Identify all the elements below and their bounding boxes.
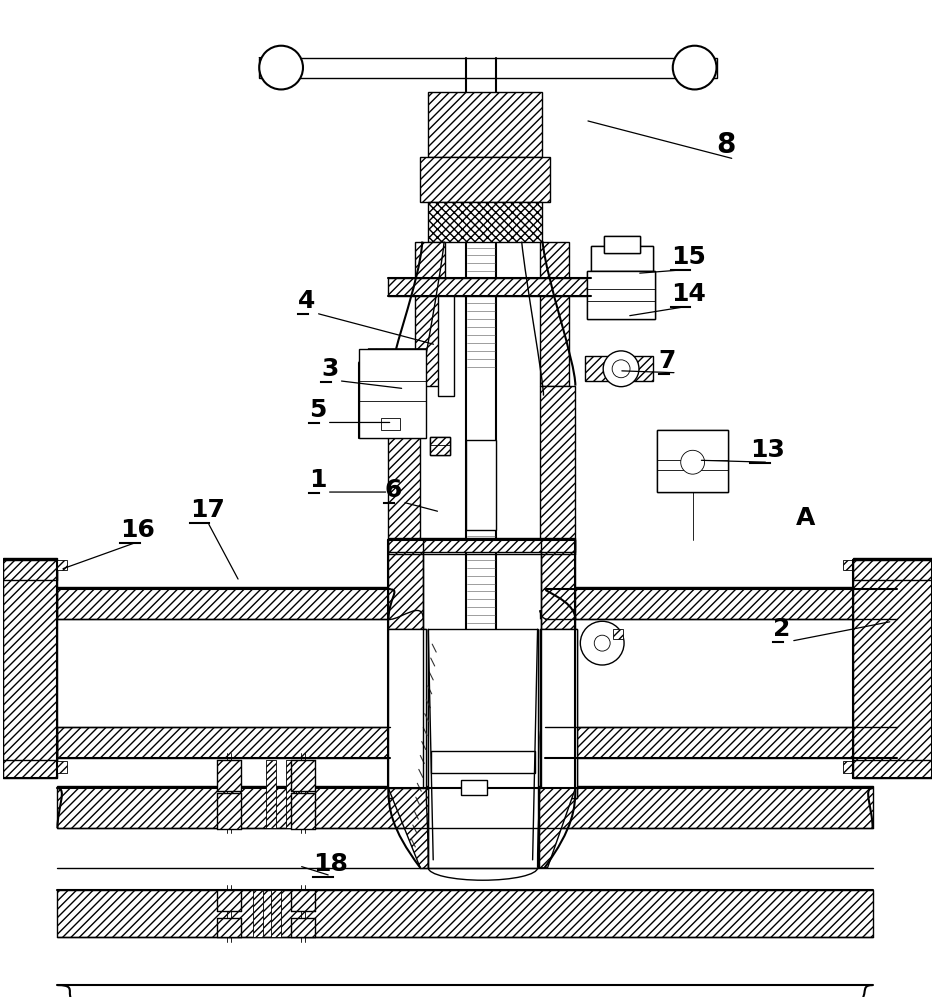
Bar	[466, 440, 496, 530]
Bar	[291, 918, 315, 937]
Bar	[388, 540, 424, 788]
Bar	[428, 202, 541, 242]
Text: 14: 14	[670, 282, 706, 306]
Bar	[3, 580, 57, 760]
Bar	[604, 236, 640, 253]
Circle shape	[681, 450, 705, 474]
Bar	[657, 430, 728, 492]
Text: 18: 18	[313, 852, 348, 876]
Bar	[3, 560, 57, 778]
Text: 6: 6	[384, 478, 402, 502]
Bar	[585, 356, 653, 381]
Bar	[461, 780, 487, 795]
Text: 5: 5	[309, 398, 326, 422]
Circle shape	[603, 351, 639, 387]
Bar	[3, 739, 57, 760]
Bar	[388, 386, 420, 540]
Circle shape	[673, 46, 716, 89]
Text: 8: 8	[716, 131, 736, 159]
Bar	[57, 587, 391, 619]
Bar	[218, 760, 241, 791]
Bar	[587, 271, 654, 319]
Bar	[853, 739, 932, 760]
Bar	[544, 587, 893, 619]
Bar	[461, 780, 487, 795]
Bar	[539, 386, 575, 540]
Bar	[388, 629, 426, 798]
Bar	[853, 558, 932, 580]
Text: 7: 7	[659, 349, 676, 373]
Circle shape	[595, 635, 611, 651]
Bar	[544, 619, 898, 727]
Bar	[286, 760, 296, 828]
Circle shape	[581, 621, 624, 665]
Bar	[253, 890, 264, 937]
Bar	[291, 760, 315, 791]
Bar	[291, 890, 315, 911]
Bar	[430, 437, 450, 455]
Text: 4: 4	[298, 289, 315, 313]
Bar	[218, 890, 241, 911]
Circle shape	[612, 360, 630, 378]
Bar	[539, 629, 577, 798]
Bar	[428, 92, 541, 157]
Bar	[604, 236, 640, 253]
Bar	[57, 786, 872, 828]
Bar	[359, 349, 426, 438]
Circle shape	[259, 46, 303, 89]
Bar	[853, 560, 932, 778]
Bar	[259, 58, 716, 78]
Bar	[439, 296, 454, 396]
Bar	[466, 440, 496, 530]
Bar	[57, 560, 67, 570]
Text: 17: 17	[190, 498, 224, 522]
Text: 16: 16	[120, 518, 155, 542]
Bar	[388, 538, 575, 552]
Bar	[544, 727, 893, 758]
Bar	[431, 751, 535, 773]
Polygon shape	[388, 788, 428, 868]
Bar	[431, 751, 535, 773]
Bar	[57, 890, 872, 937]
Bar	[842, 560, 853, 570]
Polygon shape	[359, 349, 426, 438]
Bar	[657, 430, 728, 492]
Text: 2: 2	[773, 617, 791, 641]
Bar	[218, 918, 241, 937]
Bar	[540, 540, 575, 788]
Bar	[415, 242, 445, 386]
Bar	[266, 760, 276, 828]
Bar	[291, 793, 315, 829]
Bar	[218, 793, 241, 829]
Bar	[388, 629, 426, 798]
Bar	[428, 629, 538, 868]
Text: 15: 15	[670, 245, 706, 269]
Bar	[381, 418, 400, 430]
Bar	[842, 761, 853, 773]
Bar	[587, 271, 654, 319]
Text: 1: 1	[309, 468, 326, 492]
Bar	[853, 580, 932, 760]
Bar	[439, 296, 454, 396]
Bar	[591, 246, 653, 271]
Bar	[57, 619, 391, 727]
Bar	[57, 761, 67, 773]
Bar	[57, 828, 872, 868]
Text: 13: 13	[750, 438, 785, 462]
Bar	[591, 246, 653, 271]
Text: 3: 3	[321, 357, 338, 381]
Text: A: A	[796, 506, 815, 530]
Bar	[3, 558, 57, 580]
Bar	[271, 890, 281, 937]
Bar	[539, 242, 569, 386]
Bar	[613, 629, 623, 639]
Bar	[388, 278, 591, 296]
Bar	[57, 727, 391, 758]
Bar	[430, 437, 450, 455]
Bar	[57, 890, 872, 937]
Bar	[420, 157, 550, 202]
Bar	[539, 629, 577, 798]
Polygon shape	[539, 788, 575, 868]
